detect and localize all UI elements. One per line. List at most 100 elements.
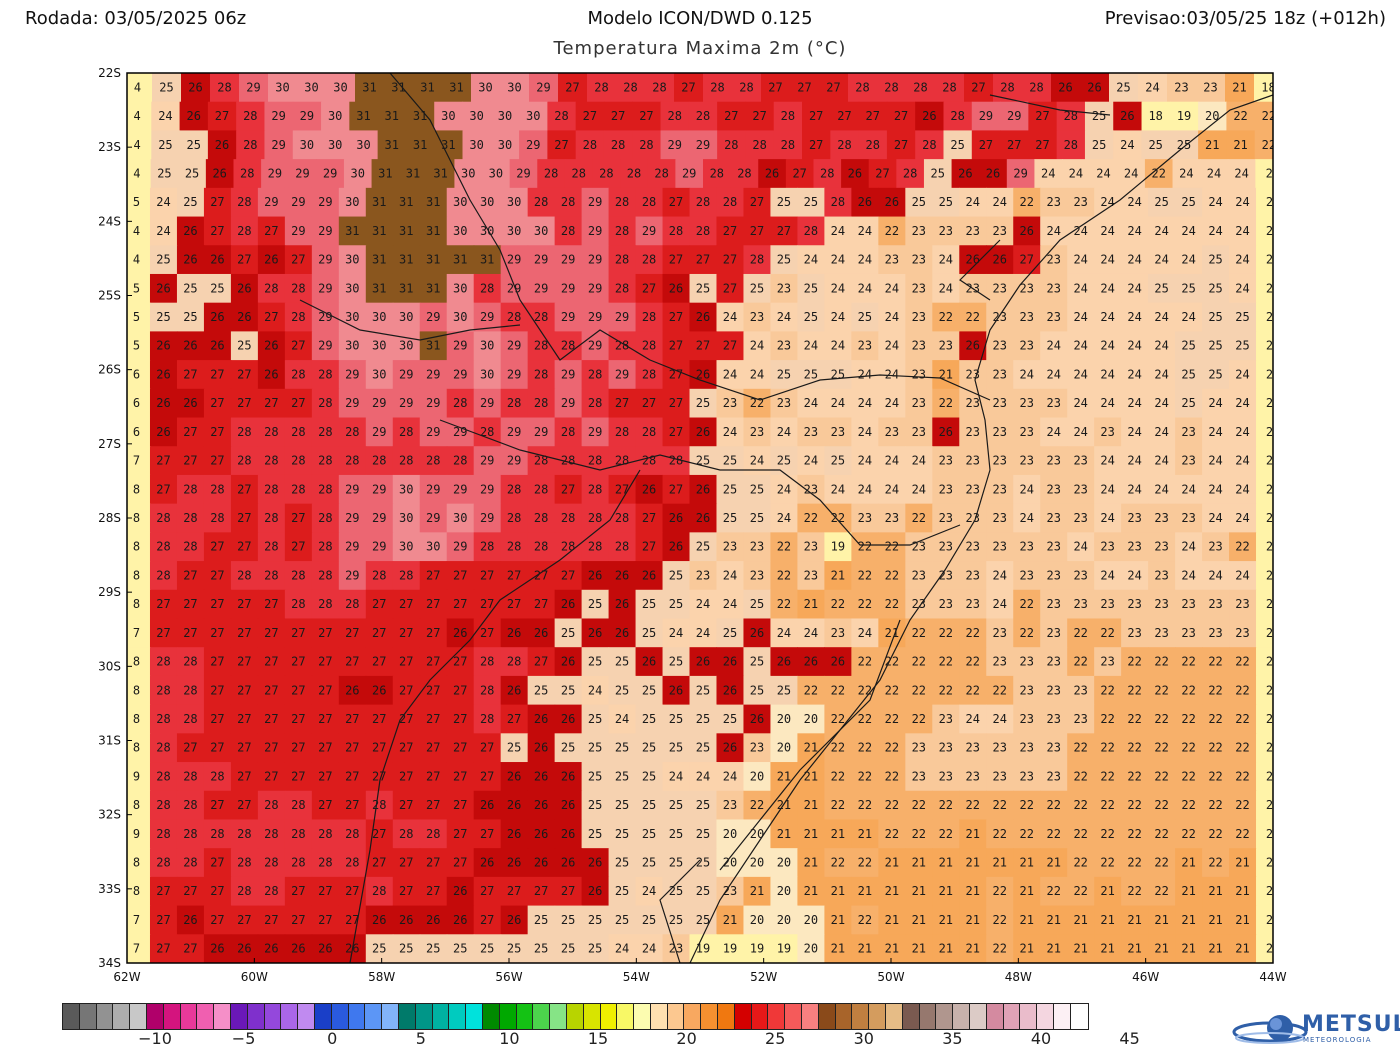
temperature-value: 2 [1266, 425, 1273, 439]
field-cell [943, 101, 973, 132]
temperature-value: 21 [885, 942, 899, 956]
field-cell [151, 101, 181, 132]
temperature-value: 26 [588, 568, 602, 582]
forecast-label: Previsao:03/05/25 18z (+012h) [1104, 8, 1386, 29]
field-cell [1148, 331, 1176, 361]
temperature-value: 27 [210, 195, 224, 209]
temperature-value: 24 [831, 224, 845, 238]
temperature-value: 27 [237, 367, 251, 381]
field-cell [932, 417, 960, 447]
field-cell [635, 360, 664, 390]
temperature-value: 28 [507, 655, 521, 669]
field-cell [1141, 130, 1171, 160]
temperature-value: 28 [318, 511, 332, 525]
field-cell [1202, 331, 1230, 361]
field-cell [608, 503, 637, 533]
field-cell [338, 474, 367, 505]
field-cell [730, 159, 759, 189]
temperature-value: 29 [588, 425, 602, 439]
field-cell [851, 273, 879, 304]
latitude-label: 25S [98, 289, 121, 303]
temperature-value: 29 [399, 396, 413, 410]
temperature-value: 24 [669, 626, 683, 640]
temperature-value: 26 [986, 166, 1000, 180]
temperature-value: 28 [264, 425, 278, 439]
field-cell [1056, 130, 1086, 160]
temperature-value: 28 [318, 425, 332, 439]
temperature-value: 24 [966, 712, 980, 726]
temperature-value: 25 [561, 942, 575, 956]
field-cell [986, 474, 1014, 505]
temperature-value: 23 [966, 367, 980, 381]
field-cell [1013, 187, 1041, 218]
temperature-value: 28 [837, 138, 851, 152]
field-cell [1040, 474, 1068, 505]
field-cell [1172, 159, 1201, 189]
temperature-value: 25 [1092, 109, 1106, 123]
temperature-value: 24 [642, 884, 656, 898]
temperature-value: 29 [372, 482, 386, 496]
temperature-value: 27 [264, 224, 278, 238]
temperature-value: 27 [615, 482, 629, 496]
temperature-value: 21 [1235, 942, 1249, 956]
color-scale-swatch [79, 1004, 97, 1029]
color-scale-swatch [734, 1004, 752, 1029]
temperature-value: 25 [831, 454, 845, 468]
temperature-value: 30 [333, 80, 347, 94]
temperature-value: 28 [183, 683, 197, 697]
field-cell [205, 159, 235, 189]
temperature-value: 27 [399, 884, 413, 898]
color-scale-swatch [869, 1004, 887, 1029]
temperature-value: 28 [588, 540, 602, 554]
temperature-value: 23 [1046, 655, 1060, 669]
temperature-value: 30 [345, 310, 359, 324]
field-cell [716, 503, 745, 533]
color-scale-swatch [936, 1004, 954, 1029]
temperature-value: 28 [318, 482, 332, 496]
field-cell [1040, 446, 1068, 476]
temperature-value: 24 [858, 396, 872, 410]
field-cell [547, 130, 577, 160]
temperature-value: 25 [696, 741, 710, 755]
field-cell [1067, 302, 1095, 332]
temperature-value: 30 [399, 339, 413, 353]
temperature-value: 26 [696, 367, 710, 381]
temperature-value: 28 [318, 396, 332, 410]
temperature-value: 25 [615, 913, 629, 927]
temperature-value: 22 [1262, 109, 1276, 123]
temperature-value: 27 [264, 741, 278, 755]
field-cell [851, 245, 879, 275]
temperature-value: 27 [554, 138, 568, 152]
temperature-value: 23 [939, 511, 953, 525]
temperature-value: 28 [588, 396, 602, 410]
temperature-value: 27 [291, 511, 305, 525]
field-cell [554, 245, 583, 275]
field-cell [127, 73, 153, 103]
temperature-value: 24 [1100, 454, 1114, 468]
field-cell [587, 73, 617, 103]
field-cell [1000, 130, 1029, 160]
temperature-value: 29 [345, 511, 359, 525]
temperature-value: 23 [939, 540, 953, 554]
temperature-value: 26 [1019, 224, 1033, 238]
field-cell [761, 73, 791, 103]
field-cell [608, 187, 637, 218]
color-scale-swatch [264, 1004, 282, 1029]
temperature-value: 26 [264, 253, 278, 267]
temperature-value: 27 [264, 683, 278, 697]
temperature-value: 23 [966, 281, 980, 295]
temperature-value: 28 [710, 166, 724, 180]
field-cell [257, 187, 286, 218]
temperature-value: 26 [588, 856, 602, 870]
temperature-value: 27 [237, 597, 251, 611]
color-scale-swatch [348, 1004, 366, 1029]
color-scale-swatch [852, 1004, 870, 1029]
temperature-value: 23 [993, 281, 1007, 295]
field-cell [770, 446, 799, 476]
field-cell [743, 417, 772, 447]
field-cell [575, 130, 605, 160]
field-cell [527, 360, 556, 390]
field-cell [473, 388, 502, 419]
latitude-label: 29S [98, 585, 121, 599]
field-cell [932, 503, 960, 533]
